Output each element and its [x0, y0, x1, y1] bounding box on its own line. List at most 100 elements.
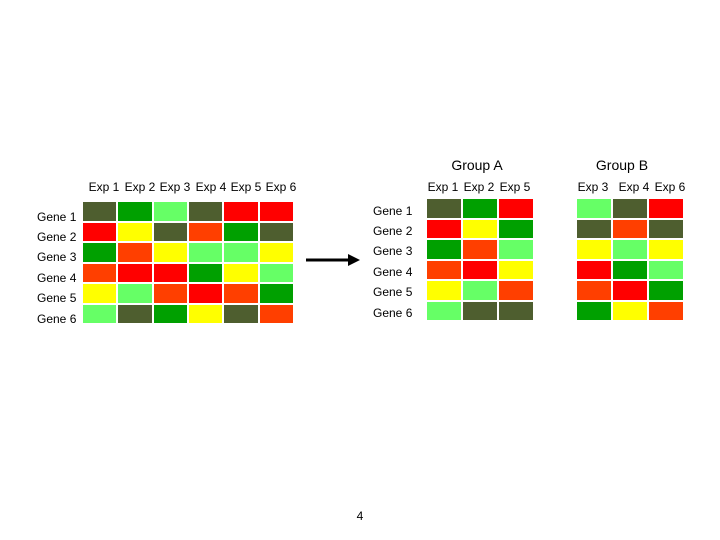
- heatmap-cell: [82, 303, 118, 324]
- heatmap-cell: [223, 262, 259, 283]
- group-a-row-label: Gene 1: [373, 204, 413, 218]
- heatmap-cell: [152, 303, 188, 324]
- heatmap-cell: [82, 221, 118, 242]
- right-arrow-icon: [306, 254, 360, 266]
- heatmap-cell: [152, 283, 188, 304]
- heatmap-cell: [462, 198, 498, 219]
- page-number: 4: [356, 509, 364, 523]
- heatmap-cell: [498, 198, 534, 219]
- heatmap-cell: [152, 221, 188, 242]
- heatmap-cell: [462, 239, 498, 260]
- heatmap-cell: [117, 283, 153, 304]
- heatmap-cell: [498, 218, 534, 239]
- group-a-row-label: Gene 5: [373, 285, 413, 299]
- heatmap-cell: [187, 303, 224, 324]
- heatmap-cell: [187, 242, 224, 263]
- group-a-row-label: Gene 4: [373, 265, 413, 279]
- group-a-col-label: Exp 1: [427, 180, 459, 194]
- left-col-label: Exp 6: [265, 180, 297, 194]
- heatmap-cell: [498, 300, 534, 321]
- heatmap-cell: [117, 242, 153, 263]
- heatmap-cell: [648, 218, 684, 239]
- heatmap-cell: [223, 303, 259, 324]
- group-a-title: Group A: [451, 157, 503, 173]
- group-a-col-label: Exp 2: [463, 180, 495, 194]
- left-col-label: Exp 3: [159, 180, 191, 194]
- left-col-label: Exp 1: [88, 180, 120, 194]
- group-a-row-label: Gene 3: [373, 244, 413, 258]
- heatmap-cell: [462, 259, 498, 280]
- heatmap-cell: [117, 303, 153, 324]
- heatmap-cell: [223, 221, 259, 242]
- heatmap-cell: [612, 280, 648, 301]
- heatmap-cell: [258, 221, 294, 242]
- group-a-row-label: Gene 6: [373, 306, 413, 320]
- group-b-col-label: Exp 4: [618, 180, 650, 194]
- heatmap-cell: [612, 239, 648, 260]
- heatmap-cell: [576, 198, 612, 219]
- heatmap-cell: [258, 283, 294, 304]
- heatmap-cell: [426, 300, 462, 321]
- group-a-col-label: Exp 5: [499, 180, 531, 194]
- group-b-col-label: Exp 6: [654, 180, 686, 194]
- heatmap-cell: [612, 198, 648, 219]
- heatmap-cell: [498, 280, 534, 301]
- heatmap-cell: [258, 262, 294, 283]
- heatmap-cell: [82, 201, 118, 222]
- heatmap-cell: [152, 242, 188, 263]
- heatmap-cell: [576, 218, 612, 239]
- group-a-row-label: Gene 2: [373, 224, 413, 238]
- heatmap-cell: [258, 201, 294, 222]
- heatmap-cell: [82, 262, 118, 283]
- heatmap-cell: [648, 239, 684, 260]
- left-row-label: Gene 4: [37, 271, 77, 285]
- left-row-label: Gene 5: [37, 291, 77, 305]
- left-col-label: Exp 2: [124, 180, 156, 194]
- heatmap-cell: [498, 239, 534, 260]
- heatmap-cell: [648, 300, 684, 321]
- left-row-label: Gene 2: [37, 230, 77, 244]
- heatmap-cell: [223, 283, 259, 304]
- group-a-grid: [426, 198, 534, 321]
- heatmap-cell: [462, 300, 498, 321]
- left-row-label: Gene 3: [37, 250, 77, 264]
- heatmap-cell: [426, 218, 462, 239]
- heatmap-cell: [576, 259, 612, 280]
- heatmap-cell: [462, 218, 498, 239]
- heatmap-cell: [117, 201, 153, 222]
- heatmap-cell: [187, 221, 224, 242]
- left-row-label: Gene 1: [37, 210, 77, 224]
- heatmap-cell: [612, 218, 648, 239]
- heatmap-cell: [426, 280, 462, 301]
- group-b-title: Group B: [595, 157, 649, 173]
- heatmap-cell: [223, 242, 259, 263]
- heatmap-cell: [612, 300, 648, 321]
- heatmap-cell: [426, 198, 462, 219]
- heatmap-cell: [223, 201, 259, 222]
- heatmap-cell: [258, 242, 294, 263]
- group-b-grid: [576, 198, 684, 321]
- heatmap-cell: [187, 262, 224, 283]
- heatmap-cell: [576, 300, 612, 321]
- left-col-label: Exp 4: [195, 180, 227, 194]
- heatmap-cell: [117, 221, 153, 242]
- left-heatmap-grid: [82, 201, 294, 324]
- heatmap-cell: [82, 242, 118, 263]
- heatmap-cell: [187, 283, 224, 304]
- heatmap-cell: [462, 280, 498, 301]
- heatmap-cell: [426, 259, 462, 280]
- group-b-col-label: Exp 3: [577, 180, 609, 194]
- heatmap-cell: [117, 262, 153, 283]
- heatmap-cell: [187, 201, 224, 222]
- heatmap-cell: [648, 198, 684, 219]
- heatmap-cell: [648, 259, 684, 280]
- heatmap-cell: [152, 201, 188, 222]
- heatmap-cell: [258, 303, 294, 324]
- heatmap-cell: [576, 280, 612, 301]
- heatmap-cell: [576, 239, 612, 260]
- left-row-label: Gene 6: [37, 312, 77, 326]
- left-col-label: Exp 5: [230, 180, 262, 194]
- heatmap-cell: [82, 283, 118, 304]
- heatmap-cell: [648, 280, 684, 301]
- heatmap-cell: [152, 262, 188, 283]
